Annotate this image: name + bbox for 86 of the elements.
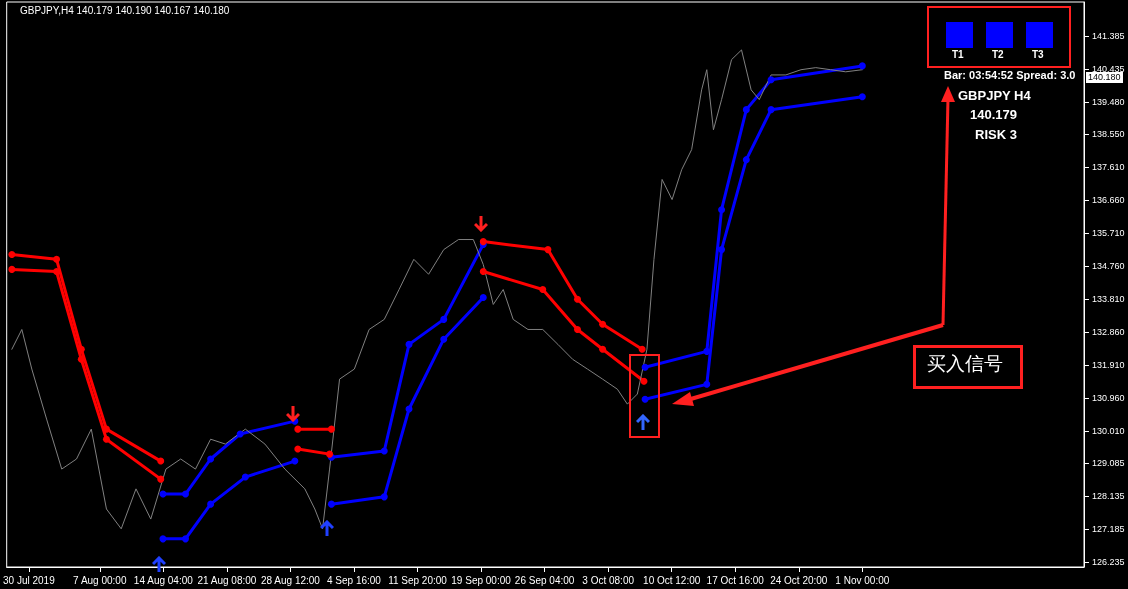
x-tick-label: 17 Oct 16:00 [706,574,765,586]
text: 140.180 [1086,72,1123,83]
y-tick-label: 132.860 [1092,326,1125,337]
point [207,455,215,463]
point [573,325,581,333]
point [742,106,750,114]
point [718,246,726,254]
point [638,345,646,353]
point [599,320,607,328]
y-tick-label: 138.550 [1092,129,1125,140]
point [440,335,448,343]
point [479,294,487,302]
point [294,445,302,453]
point [640,377,648,385]
point [718,206,726,214]
point [8,265,16,273]
y-tick-label: 141.385 [1092,30,1125,41]
y-tick-label: 130.960 [1092,392,1125,403]
point [479,267,487,275]
point [236,430,244,438]
y-tick-label: 126.235 [1092,556,1125,567]
point [573,295,581,303]
point [102,435,110,443]
y-tick-label: 140.435 [1092,63,1125,74]
point [77,355,85,363]
annotation: GBPJPY H4 [958,88,1031,104]
annotation: RISK 3 [975,127,1017,143]
x-tick-label: 30 Jul 2019 [3,574,56,586]
point [641,395,649,403]
x-tick-label: 3 Oct 08:00 [582,574,635,586]
point [380,493,388,501]
x-tick-label: 7 Aug 00:00 [73,574,127,586]
point [291,457,299,465]
point [440,315,448,323]
annotation: 140.179 [970,107,1017,123]
y-tick-label: 137.610 [1092,161,1125,172]
point [858,93,866,101]
point [599,345,607,353]
point [157,457,165,465]
annotation: GBPJPY,H4 140.179 140.190 140.167 140.180 [20,5,230,17]
x-tick-label: 24 Oct 20:00 [770,574,828,586]
x-tick-label: 11 Sep 20:00 [388,574,448,586]
y-tick-label: 139.480 [1092,97,1125,108]
x-tick-label: 26 Sep 04:00 [514,574,575,586]
y-tick-label: 133.810 [1092,293,1125,304]
point [8,250,16,258]
x-tick-label: 10 Oct 12:00 [643,574,701,586]
point [182,490,189,498]
point [53,255,61,263]
point [380,447,388,455]
y-tick-label: 128.135 [1092,490,1125,501]
annotation: T1 [952,49,964,61]
y-tick-label: 135.710 [1092,227,1125,238]
point [241,473,249,481]
point [327,500,335,508]
x-tick-label: 1 Nov 00:00 [835,574,890,586]
point [539,286,547,294]
x-tick-label: 14 Aug 04:00 [133,574,194,586]
point [742,156,750,164]
point [294,425,302,433]
point [157,475,165,483]
point [703,380,711,388]
x-tick-label: 19 Sep 00:00 [451,574,512,586]
x-tick-label: 21 Aug 08:00 [197,574,257,586]
point [207,500,215,508]
point [327,425,335,433]
y-tick-label: 127.185 [1092,523,1125,534]
point [767,106,775,114]
x-tick-label: 4 Sep 16:00 [327,574,382,586]
y-tick-label: 134.760 [1092,260,1125,271]
y-tick-label: 131.910 [1092,359,1125,370]
annotation: 买入信号 [927,353,1003,376]
y-tick-label: 136.660 [1092,194,1125,205]
point [703,347,711,355]
point [858,62,866,70]
point [641,363,649,371]
point [767,76,775,84]
annotation: Bar: 03:54:52 Spread: 3.0 [944,69,1076,83]
point [182,535,189,543]
y-tick-label: 129.085 [1092,457,1125,468]
point [405,340,413,348]
point [544,246,552,254]
annotation: T3 [1032,49,1044,61]
x-tick-label: 28 Aug 12:00 [260,574,321,586]
annotation: T2 [992,49,1004,61]
y-tick-label: 130.010 [1092,425,1125,436]
